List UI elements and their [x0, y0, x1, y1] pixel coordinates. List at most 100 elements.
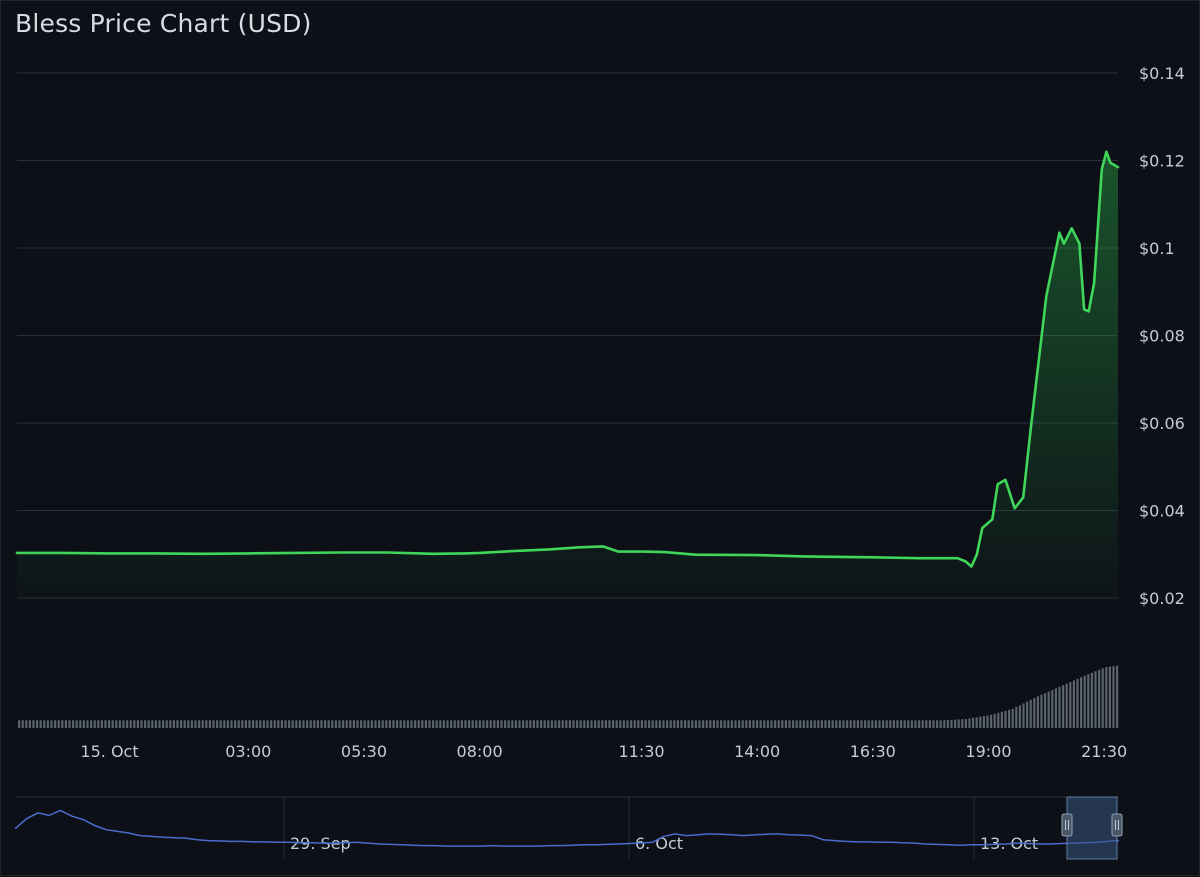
volume-bar: [990, 714, 993, 728]
volume-bar: [709, 720, 712, 728]
volume-bar: [493, 720, 496, 728]
volume-bar: [820, 720, 823, 728]
volume-bar: [684, 720, 687, 728]
volume-bar: [662, 720, 665, 728]
volume-bar: [972, 717, 975, 728]
volume-bar: [518, 720, 521, 728]
chart-title: Bless Price Chart (USD): [15, 9, 312, 38]
volume-bar: [1018, 705, 1021, 728]
volume-bar: [986, 715, 989, 728]
y-tick-label: $0.1: [1139, 239, 1175, 258]
x-tick-label: 05:30: [341, 742, 387, 761]
volume-bar: [896, 720, 899, 728]
volume-bar: [450, 720, 453, 728]
volume-bar: [831, 720, 834, 728]
volume-bar: [439, 720, 442, 728]
volume-bar: [954, 719, 957, 728]
volume-bar: [154, 720, 157, 728]
volume-bar: [590, 720, 593, 728]
volume-bar: [968, 718, 971, 728]
volume-bar: [115, 720, 118, 728]
volume-bar: [28, 720, 31, 728]
volume-bar: [853, 720, 856, 728]
volume-bar: [608, 720, 611, 728]
volume-bar: [460, 720, 463, 728]
x-axis-tick-labels[interactable]: 15. Oct 03:00 05:30 08:00 11:30 14:00 16:30 19:…: [80, 742, 1127, 761]
volume-bar: [680, 720, 683, 728]
volume-bar: [1008, 709, 1011, 728]
volume-bar: [838, 720, 841, 728]
volume-bar: [471, 720, 474, 728]
volume-bar: [248, 720, 251, 728]
volume-bar: [284, 720, 287, 728]
volume-bar: [79, 720, 82, 728]
navigator-x-label: 6. Oct: [635, 834, 683, 853]
volume-bar: [1000, 711, 1003, 728]
volume-bar: [712, 720, 715, 728]
volume-bar: [32, 720, 35, 728]
volume-bar: [122, 720, 125, 728]
volume-bar: [738, 720, 741, 728]
volume-bar: [1105, 667, 1108, 728]
volume-bar: [889, 720, 892, 728]
volume-bar: [741, 720, 744, 728]
volume-bar: [734, 720, 737, 728]
volume-bar: [421, 720, 424, 728]
volume-bar: [93, 720, 96, 728]
volume-bar: [950, 719, 953, 728]
volume-bar: [1065, 683, 1068, 728]
volume-bar: [201, 720, 204, 728]
volume-bar: [752, 720, 755, 728]
volume-bar: [748, 720, 751, 728]
volume-bar: [1098, 669, 1101, 728]
volume-bar: [874, 720, 877, 728]
volume-bar: [338, 720, 341, 728]
volume-bar: [205, 720, 208, 728]
volume-bar: [867, 720, 870, 728]
volume-bar: [583, 720, 586, 728]
volume-bar: [50, 720, 53, 728]
volume-bar: [172, 720, 175, 728]
volume-bar: [997, 712, 1000, 728]
volume-bar: [1116, 665, 1119, 728]
volume-bar: [756, 720, 759, 728]
volume-bar: [828, 720, 831, 728]
volume-bar: [136, 720, 139, 728]
navigator-right-handle[interactable]: [1111, 813, 1123, 837]
volume-bar: [928, 720, 931, 728]
volume-bar: [644, 720, 647, 728]
volume-bar: [842, 720, 845, 728]
volume-bar: [475, 720, 478, 728]
volume-bar: [730, 720, 733, 728]
volume-bar: [529, 720, 532, 728]
navigator-series: [14, 809, 1120, 847]
volume-bar: [572, 720, 575, 728]
volume-bar: [1058, 686, 1061, 728]
navigator-selected-range[interactable]: [1066, 796, 1118, 860]
volume-bar: [187, 720, 190, 728]
volume-bar: [61, 720, 64, 728]
volume-bar: [806, 720, 809, 728]
x-tick-label: 21:30: [1081, 742, 1127, 761]
volume-bar: [1112, 666, 1115, 728]
navigator[interactable]: 29. Sep 6. Oct 13. Oct: [14, 796, 1123, 860]
volume-bar: [126, 720, 129, 728]
volume-bar: [90, 720, 93, 728]
volume-bar: [295, 720, 298, 728]
volume-bar: [716, 720, 719, 728]
volume-bar: [176, 720, 179, 728]
volume-bar: [388, 720, 391, 728]
volume-bar: [464, 720, 467, 728]
volume-bar: [378, 720, 381, 728]
volume-bar: [417, 720, 420, 728]
navigator-left-handle[interactable]: [1061, 813, 1073, 837]
volume-bar: [468, 720, 471, 728]
volume-bar: [792, 720, 795, 728]
volume-bar: [435, 720, 438, 728]
volume-bar: [46, 720, 49, 728]
volume-bar: [457, 720, 460, 728]
volume-bar: [482, 720, 485, 728]
volume-bar: [900, 720, 903, 728]
volume-bar: [554, 720, 557, 728]
volume-bar: [835, 720, 838, 728]
